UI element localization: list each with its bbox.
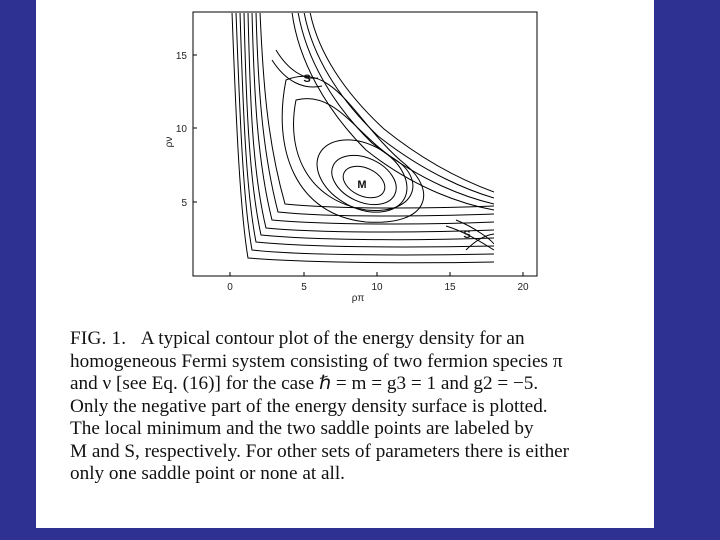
y-tick-label: 5	[181, 198, 187, 209]
figure-tag: FIG. 1.	[70, 328, 127, 349]
x-tick-label: 5	[301, 282, 307, 293]
y-axis: 5 10 15 ρν	[164, 51, 197, 209]
caption-line: and ν [see Eq. (16)] for the case ℏ = m …	[70, 373, 539, 394]
saddle-label-upper: S	[303, 73, 310, 85]
caption-text: A typical contour plot of the energy den…	[140, 328, 525, 349]
caption-line: FIG. 1. A typical contour plot of the en…	[70, 328, 650, 351]
saddle-label-lower: S	[463, 229, 470, 241]
y-tick-label: 15	[176, 51, 188, 62]
caption-line: The local minimum and the two saddle poi…	[70, 418, 534, 439]
caption-line: Only the negative part of the energy den…	[70, 395, 548, 417]
y-tick-label: 10	[176, 124, 188, 135]
figure-caption: FIG. 1. A typical contour plot of the en…	[70, 328, 650, 486]
x-tick-label: 15	[444, 282, 456, 293]
slide-page: 0 5 10 15 20 ρπ 5 10 15 ρν	[36, 0, 654, 528]
x-tick-label: 10	[371, 282, 383, 293]
x-axis-label: ρπ	[352, 293, 365, 304]
minimum-label: M	[357, 179, 366, 191]
contour-lines	[231, 13, 494, 264]
y-axis-label: ρν	[164, 137, 175, 148]
x-tick-label: 0	[227, 282, 233, 293]
x-axis: 0 5 10 15 20 ρπ	[227, 272, 529, 304]
x-tick-label: 20	[517, 282, 529, 293]
caption-line: only one saddle point or none at all.	[70, 463, 345, 484]
caption-line: M and S, respectively. For other sets of…	[70, 440, 570, 462]
caption-line: homogeneous Fermi system consisting of t…	[70, 350, 563, 372]
plot-frame	[192, 11, 538, 277]
contour-plot: 0 5 10 15 20 ρπ 5 10 15 ρν	[164, 11, 538, 304]
